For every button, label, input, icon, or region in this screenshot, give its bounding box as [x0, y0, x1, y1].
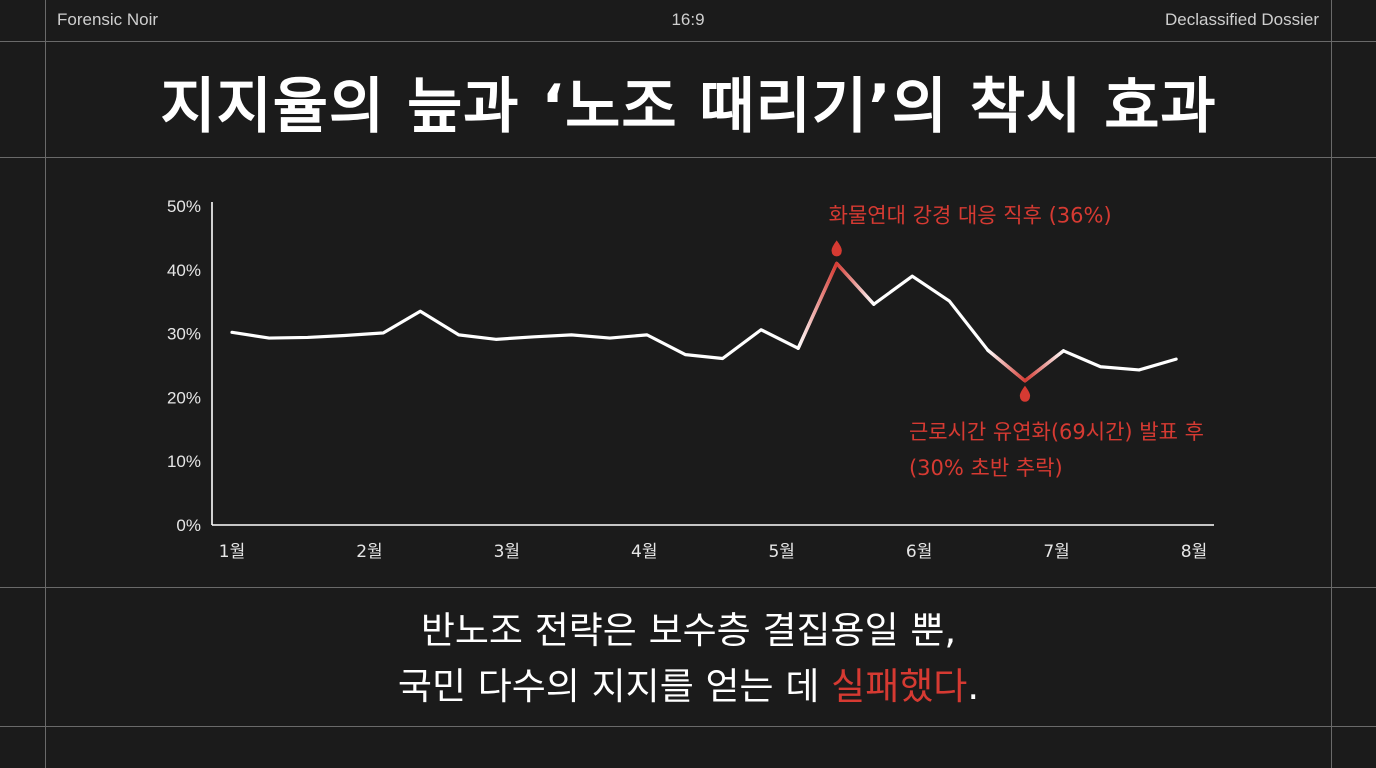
- y-tick-label: 10%: [167, 452, 201, 471]
- x-tick-label: 5월: [768, 542, 794, 562]
- x-tick-label: 7월: [1043, 542, 1069, 562]
- blood-drop-icon: [1019, 385, 1031, 402]
- frame-line-bottom: [0, 726, 1376, 727]
- conclusion-line-2: 국민 다수의 지지를 얻는 데 실패했다.: [46, 659, 1331, 715]
- y-tick-label: 0%: [176, 516, 201, 535]
- x-tick-label: 8월: [1181, 542, 1207, 562]
- conclusion-text: 반노조 전략은 보수층 결집용일 뿐, 국민 다수의 지지를 얻는 데 실패했다…: [46, 603, 1331, 715]
- highlight-segment: [796, 261, 876, 350]
- conclusion-line-2-accent: 실패했다: [831, 665, 968, 708]
- header-center-label: 16:9: [671, 10, 705, 29]
- conclusion-line-2-prefix: 국민 다수의 지지를 얻는 데: [397, 665, 832, 708]
- frame-line-chart-bottom: [0, 587, 1376, 588]
- annotation-label-drop-sub: (30% 초반 추락): [909, 456, 1063, 480]
- frame-line-left: [45, 0, 46, 768]
- annotation-label-drop: 근로시간 유연화(69시간) 발표 후: [909, 420, 1204, 444]
- annotation-label-peak: 화물연대 강경 대응 직후 (36%): [829, 203, 1112, 227]
- frame-line-top: [0, 41, 1376, 42]
- header-left-label: Forensic Noir: [57, 10, 159, 29]
- y-tick-label: 50%: [167, 197, 201, 216]
- conclusion-line-1: 반노조 전략은 보수층 결집용일 뿐,: [420, 609, 957, 652]
- y-tick-label: 30%: [167, 325, 201, 344]
- blood-drop-icon: [831, 240, 842, 257]
- y-tick-label: 20%: [167, 388, 201, 407]
- x-tick-label: 3월: [494, 542, 520, 562]
- header-right-label: Declassified Dossier: [1165, 10, 1319, 29]
- page-title: 지지율의 늪과 ‘노조 때리기’의 착시 효과: [160, 72, 1217, 142]
- frame-line-title-bottom: [0, 157, 1376, 158]
- frame-line-right: [1331, 0, 1332, 768]
- y-tick-label: 40%: [167, 261, 201, 280]
- conclusion-line-2-suffix: .: [967, 665, 980, 708]
- x-tick-label: 1월: [219, 542, 245, 562]
- x-tick-label: 4월: [631, 542, 657, 562]
- series-line: [230, 261, 1178, 383]
- x-tick-label: 6월: [906, 542, 932, 562]
- x-tick-label: 2월: [356, 542, 382, 562]
- highlight-segment: [986, 348, 1066, 383]
